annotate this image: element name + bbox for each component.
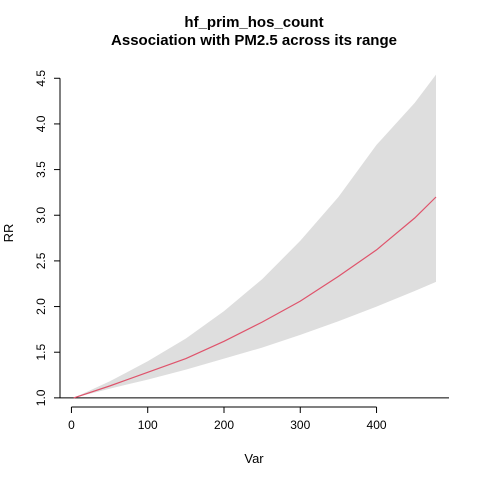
y-tick-label: 4.0 — [34, 115, 48, 132]
y-tick-label: 3.0 — [34, 207, 48, 224]
y-tick-label: 1.5 — [34, 344, 48, 361]
x-tick-label: 200 — [214, 418, 234, 432]
chart-title: hf_prim_hos_count — [184, 14, 323, 31]
y-axis-label: RR — [1, 224, 16, 243]
y-axis: 1.0 1.5 2.0 2.5 3.0 3.5 4.0 4.5 — [34, 70, 61, 406]
confidence-band — [73, 74, 436, 398]
x-tick-label: 400 — [367, 418, 387, 432]
chart-subtitle: Association with PM2.5 across its range — [111, 32, 397, 49]
x-tick-label: 100 — [138, 418, 158, 432]
rr-line — [73, 196, 437, 399]
x-axis-label: Var — [244, 451, 264, 466]
y-tick-label: 2.0 — [34, 298, 48, 315]
x-tick-label: 300 — [290, 418, 310, 432]
y-tick-label: 4.5 — [34, 70, 48, 87]
x-axis: 0 100 200 300 400 — [68, 406, 387, 432]
plot-area — [60, 74, 449, 399]
y-tick-label: 1.0 — [34, 389, 48, 406]
y-tick-label: 2.5 — [34, 252, 48, 269]
x-tick-label: 0 — [68, 418, 75, 432]
y-tick-label: 3.5 — [34, 161, 48, 178]
